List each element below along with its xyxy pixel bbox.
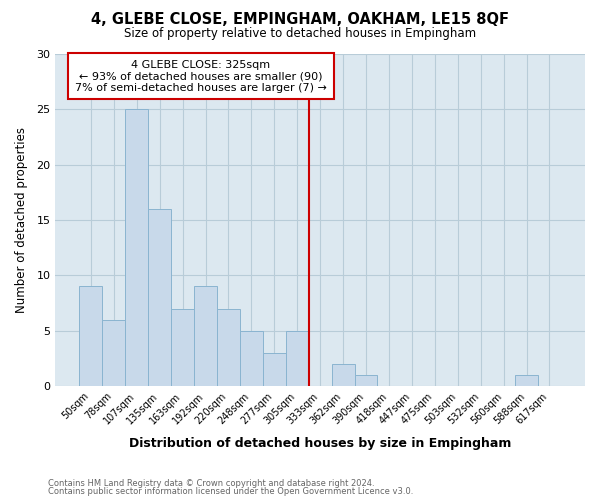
Bar: [240, 330, 263, 386]
Bar: [515, 375, 538, 386]
Y-axis label: Number of detached properties: Number of detached properties: [15, 127, 28, 313]
Text: Contains HM Land Registry data © Crown copyright and database right 2024.: Contains HM Land Registry data © Crown c…: [48, 478, 374, 488]
Text: 4, GLEBE CLOSE, EMPINGHAM, OAKHAM, LE15 8QF: 4, GLEBE CLOSE, EMPINGHAM, OAKHAM, LE15 …: [91, 12, 509, 28]
Text: Size of property relative to detached houses in Empingham: Size of property relative to detached ho…: [124, 28, 476, 40]
Bar: [148, 209, 171, 386]
Bar: [171, 308, 194, 386]
Bar: [79, 286, 103, 386]
Bar: [194, 286, 217, 386]
X-axis label: Distribution of detached houses by size in Empingham: Distribution of detached houses by size …: [129, 437, 511, 450]
Bar: [332, 364, 355, 386]
Bar: [103, 320, 125, 386]
Bar: [286, 330, 308, 386]
Bar: [263, 353, 286, 386]
Bar: [217, 308, 240, 386]
Bar: [355, 375, 377, 386]
Text: 4 GLEBE CLOSE: 325sqm
← 93% of detached houses are smaller (90)
7% of semi-detac: 4 GLEBE CLOSE: 325sqm ← 93% of detached …: [75, 60, 327, 92]
Text: Contains public sector information licensed under the Open Government Licence v3: Contains public sector information licen…: [48, 487, 413, 496]
Bar: [125, 110, 148, 386]
